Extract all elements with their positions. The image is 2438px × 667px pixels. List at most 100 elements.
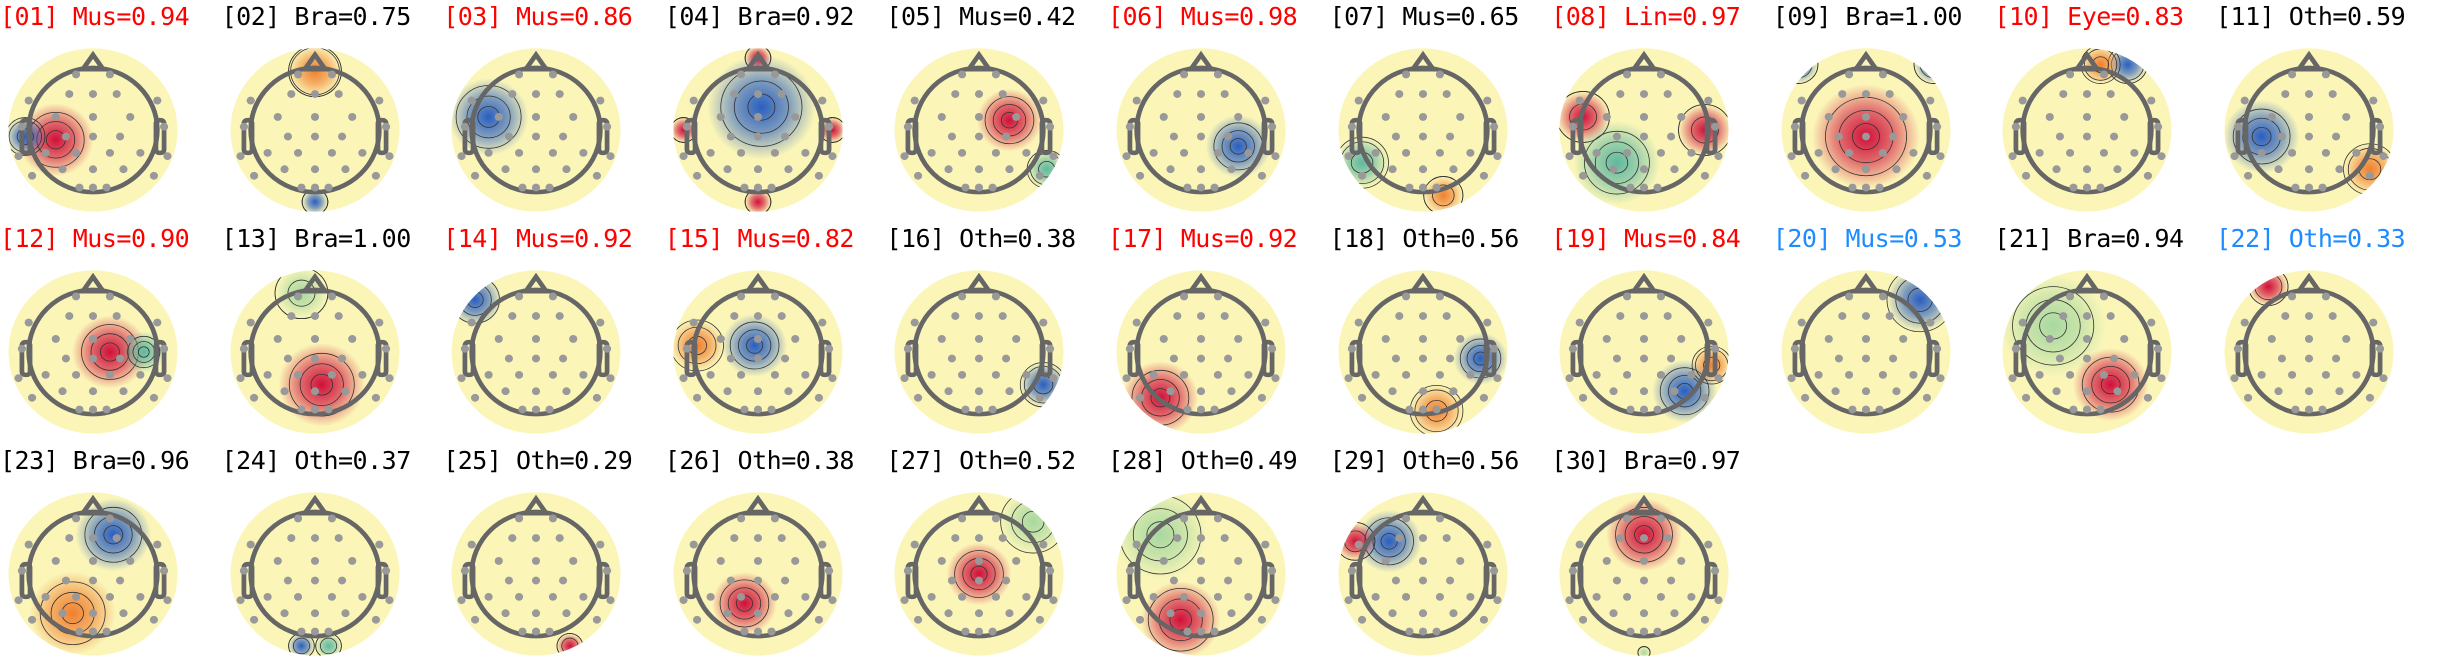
electrode (1609, 609, 1618, 618)
electrode (1579, 615, 1588, 624)
component-cell[interactable]: [10] Eye=0.83 (1994, 0, 2215, 218)
component-cell[interactable]: [25] Oth=0.29 (443, 444, 664, 662)
electrode (1711, 344, 1720, 353)
component-cell[interactable]: [21] Bra=0.94 (1994, 222, 2215, 440)
component-label: [07] Mus=0.65 (1329, 2, 1520, 31)
electrode (1012, 335, 1021, 343)
electrode (374, 96, 383, 105)
electrode (948, 132, 957, 141)
component-cell[interactable]: [15] Mus=0.82 (665, 222, 886, 440)
electrode (2100, 148, 2109, 157)
component-cell[interactable]: [30] Bra=0.97 (1551, 444, 1772, 662)
electrode (1787, 152, 1796, 161)
component-cell[interactable]: [23] Bra=0.96 (0, 444, 221, 662)
electrode (1657, 148, 1666, 157)
component-label: [22] Oth=0.33 (2216, 224, 2406, 253)
electrode (2304, 165, 2314, 174)
electrode (116, 354, 125, 363)
component-cell[interactable]: [22] Oth=0.33 (2216, 222, 2437, 440)
topomap (673, 492, 843, 656)
electrode (1418, 405, 1427, 414)
topomap (229, 48, 400, 212)
electrode (1005, 387, 1014, 396)
component-cell[interactable]: [20] Mus=0.53 (1773, 222, 1994, 440)
electrode (324, 627, 333, 636)
electrode (1213, 292, 1222, 301)
contour-line (1221, 130, 1255, 163)
electrode (692, 615, 701, 624)
electrode (1623, 592, 1632, 601)
component-cell[interactable]: [19] Mus=0.84 (1551, 222, 1772, 440)
electrode (828, 152, 837, 161)
electrode (160, 122, 169, 131)
component-cell[interactable]: [04] Bra=0.92 (665, 0, 886, 218)
component-cell[interactable]: [24] Oth=0.37 (222, 444, 443, 662)
component-cell[interactable]: [11] Oth=0.59 (2216, 0, 2437, 218)
activation-blob (721, 314, 787, 377)
electrode (1268, 344, 1277, 353)
electrode (1005, 165, 1014, 174)
electrode (1132, 540, 1141, 549)
component-cell[interactable]: [16] Oth=0.38 (886, 222, 1107, 440)
electrode (784, 387, 793, 396)
component-cell[interactable]: [28] Oth=0.49 (1108, 444, 1329, 662)
electrode (102, 183, 111, 192)
electrode (1848, 183, 1857, 192)
electrode (569, 113, 578, 121)
electrode (310, 335, 319, 343)
component-cell[interactable]: [12] Mus=0.90 (0, 222, 221, 440)
electrode (532, 183, 541, 192)
electrode (2035, 148, 2045, 157)
electrode (1565, 374, 1574, 383)
electrode (1616, 90, 1625, 98)
electrode (753, 90, 762, 98)
electrode (1814, 370, 1823, 379)
electrode (777, 90, 786, 98)
electrode (753, 627, 762, 636)
contour-line (1660, 367, 1710, 416)
component-cell[interactable]: [13] Bra=1.00 (222, 222, 443, 440)
electrode (1609, 165, 1618, 174)
electrode (2304, 90, 2314, 98)
electrode (828, 596, 837, 605)
component-cell[interactable]: [17] Mus=0.92 (1108, 222, 1329, 440)
component-cell[interactable]: [08] Lin=0.97 (1551, 0, 1772, 218)
electrode (692, 393, 701, 402)
electrode (371, 171, 380, 180)
component-cell[interactable]: [06] Mus=0.98 (1108, 0, 1329, 218)
contour-line (319, 637, 337, 655)
component-cell[interactable]: [09] Bra=1.00 (1773, 0, 1994, 218)
electrode (1354, 96, 1363, 105)
electrode (75, 183, 84, 192)
electrode (2240, 318, 2249, 327)
component-cell[interactable]: [14] Mus=0.92 (443, 222, 664, 440)
electrode (149, 615, 158, 624)
electrode (911, 318, 920, 327)
activation-blob (1573, 120, 1661, 205)
component-cell[interactable]: [26] Oth=0.38 (665, 444, 886, 662)
component-cell[interactable]: [27] Oth=0.52 (886, 444, 1107, 662)
component-cell[interactable]: [01] Mus=0.94 (0, 0, 221, 218)
electrode (1159, 557, 1168, 565)
component-cell[interactable]: [29] Oth=0.56 (1330, 444, 1551, 662)
electrode (2230, 152, 2239, 161)
electrode (1347, 566, 1356, 575)
electrode (1575, 540, 1584, 549)
topomap (894, 270, 1065, 434)
electrode (706, 370, 715, 379)
electrode (72, 148, 81, 157)
electrode (975, 405, 984, 414)
electrode (1640, 183, 1649, 192)
component-cell[interactable]: [05] Mus=0.42 (886, 0, 1107, 218)
electrode (1579, 393, 1588, 402)
component-cell[interactable]: [18] Oth=0.56 (1330, 222, 1551, 440)
component-cell[interactable]: [03] Mus=0.86 (443, 0, 664, 218)
contour-line (1146, 521, 1175, 549)
component-cell[interactable]: [02] Bra=0.75 (222, 0, 443, 218)
electrode (1261, 318, 1270, 327)
electrode (334, 534, 343, 542)
electrode (596, 318, 605, 327)
electrode (1687, 592, 1696, 601)
electrode (283, 354, 292, 363)
component-cell[interactable]: [07] Mus=0.65 (1330, 0, 1551, 218)
